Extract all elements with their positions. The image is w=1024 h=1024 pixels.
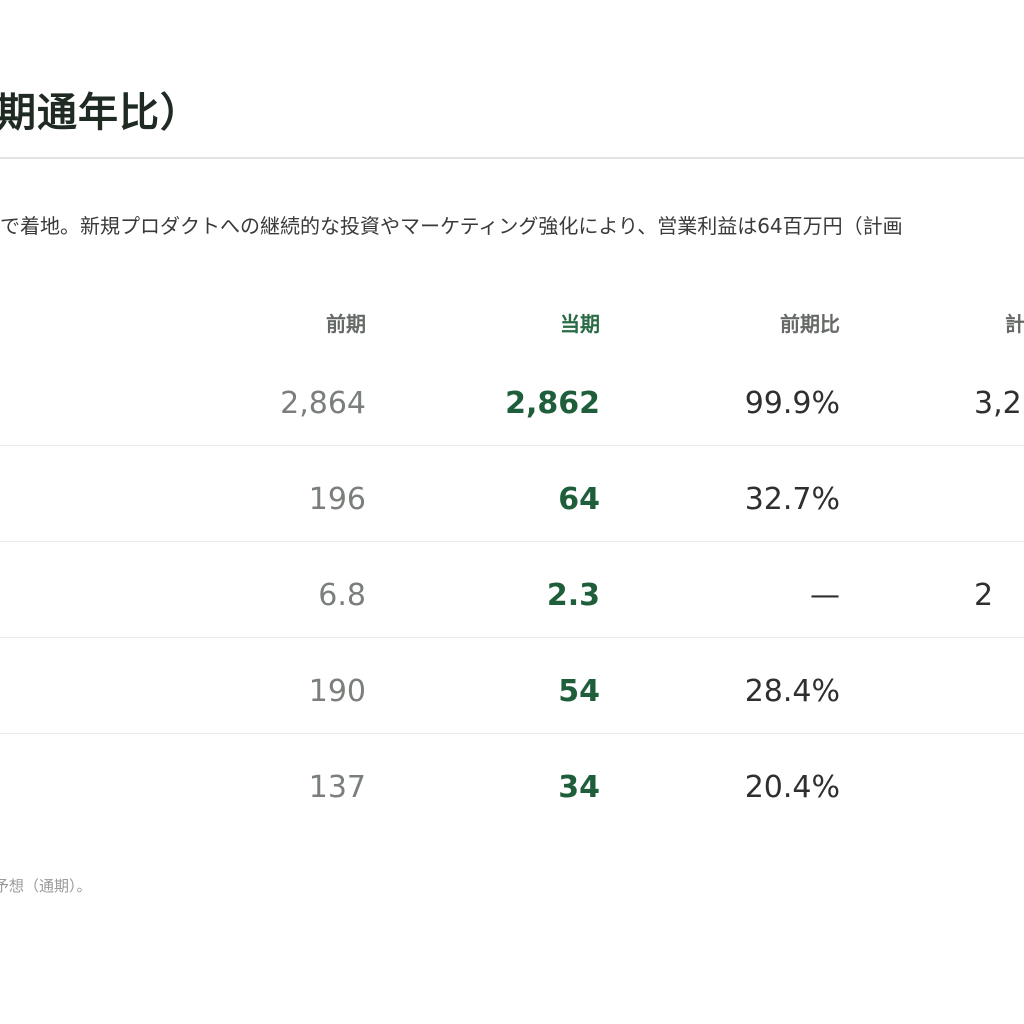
cell-plan: 3,2 [974,386,1022,421]
cell-prev: 196 [308,482,366,517]
header-plan: 計 [1005,312,1024,336]
table-row: 6.8 2.3 — 2 [0,542,1024,638]
table-row: 137 34 20.4% [0,734,1024,829]
table-header: 前期 当期 前期比 計 [0,300,1024,350]
header-current-period: 当期 [560,312,600,336]
footnote: 予想（通期）。 [0,877,92,895]
page-title: 期通年比） [0,90,201,136]
results-table: 前期 当期 前期比 計 2,864 2,862 99.9% 3,2 196 64… [0,300,1024,829]
cell-plan: 2 [974,578,994,613]
cell-ratio: 32.7% [744,482,840,517]
cell-ratio: 20.4% [744,770,840,805]
table-row: 2,864 2,862 99.9% 3,2 [0,350,1024,446]
title-divider [0,157,1024,159]
cell-ratio: 28.4% [744,674,840,709]
summary-text: で着地。新規プロダクトへの継続的な投資やマーケティング強化により、営業利益は64… [0,214,903,238]
table-row: 196 64 32.7% [0,446,1024,542]
cell-prev: 137 [308,770,366,805]
cell-prev: 2,864 [280,386,366,421]
table-row: 190 54 28.4% [0,638,1024,734]
cell-ratio: — [810,578,840,613]
cell-current: 54 [558,674,600,709]
cell-prev: 6.8 [318,578,366,613]
cell-current: 64 [558,482,600,517]
cell-current: 2,862 [505,386,600,421]
cell-current: 34 [558,770,600,805]
cell-prev: 190 [308,674,366,709]
header-prev-period: 前期 [326,312,366,336]
header-yoy-ratio: 前期比 [780,312,840,336]
cell-ratio: 99.9% [744,386,840,421]
cell-current: 2.3 [546,578,600,613]
